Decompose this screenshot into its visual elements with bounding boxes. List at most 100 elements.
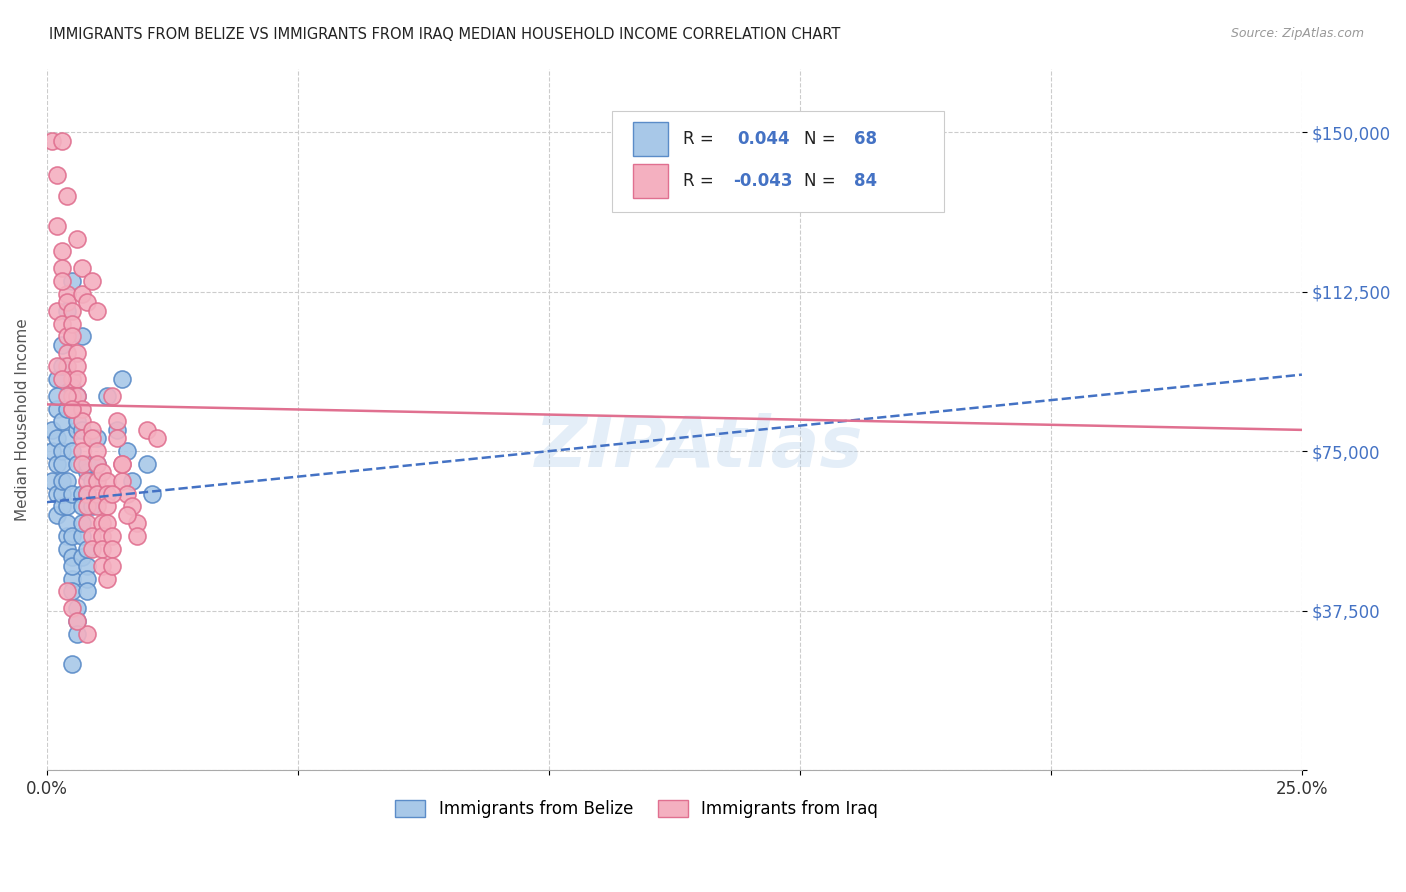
Point [146, 431, 169, 445]
Point [60, 401, 83, 416]
Point [90, 466, 112, 480]
Point [51, 338, 73, 352]
Point [55, 189, 77, 203]
Point [55, 303, 77, 318]
Point [55, 389, 77, 403]
Point [90, 516, 112, 531]
Point [66, 372, 89, 386]
Point [96, 572, 118, 586]
Point [60, 389, 83, 403]
Point [66, 601, 89, 615]
Point [76, 295, 98, 310]
Point [76, 558, 98, 573]
Point [70, 329, 93, 343]
Point [76, 500, 98, 514]
Point [111, 372, 134, 386]
Point [70, 423, 93, 437]
Point [96, 500, 118, 514]
Point [51, 372, 73, 386]
Point [66, 231, 89, 245]
Point [51, 261, 73, 276]
Text: R =: R = [683, 129, 718, 148]
Point [101, 529, 124, 543]
Legend: Immigrants from Belize, Immigrants from Iraq: Immigrants from Belize, Immigrants from … [388, 793, 884, 825]
Point [76, 516, 98, 531]
Point [90, 558, 112, 573]
Point [51, 317, 73, 331]
Point [76, 541, 98, 556]
Point [55, 474, 77, 488]
Point [51, 474, 73, 488]
Point [55, 401, 77, 416]
Point [51, 274, 73, 288]
Point [51, 359, 73, 373]
Point [70, 457, 93, 471]
Point [66, 614, 89, 628]
Point [66, 389, 89, 403]
Point [51, 444, 73, 458]
Point [96, 486, 118, 500]
Point [55, 584, 77, 599]
Point [60, 558, 83, 573]
Text: N =: N = [804, 172, 841, 190]
Point [60, 329, 83, 343]
Point [90, 529, 112, 543]
Point [105, 414, 128, 428]
Point [51, 457, 73, 471]
Point [45, 401, 67, 416]
Point [111, 457, 134, 471]
Point [136, 423, 159, 437]
Point [55, 359, 77, 373]
Point [101, 541, 124, 556]
Point [41, 444, 63, 458]
Point [70, 550, 93, 565]
Point [51, 134, 73, 148]
Point [55, 541, 77, 556]
Point [51, 414, 73, 428]
Point [90, 541, 112, 556]
Point [105, 431, 128, 445]
Point [66, 614, 89, 628]
Point [70, 414, 93, 428]
Point [60, 274, 83, 288]
Point [60, 401, 83, 416]
Point [80, 500, 103, 514]
Point [125, 529, 148, 543]
Point [66, 457, 89, 471]
Point [70, 286, 93, 301]
Point [41, 474, 63, 488]
Point [121, 474, 143, 488]
Point [41, 423, 63, 437]
Text: R =: R = [683, 172, 718, 190]
Text: -0.043: -0.043 [734, 172, 793, 190]
Point [101, 558, 124, 573]
Point [111, 457, 134, 471]
Point [115, 444, 138, 458]
Point [80, 274, 103, 288]
FancyBboxPatch shape [612, 111, 945, 212]
Point [45, 389, 67, 403]
Point [96, 389, 118, 403]
Point [70, 261, 93, 276]
Point [41, 134, 63, 148]
Point [86, 431, 108, 445]
Point [55, 346, 77, 360]
Point [76, 486, 98, 500]
FancyBboxPatch shape [633, 164, 668, 198]
Point [60, 550, 83, 565]
Point [76, 572, 98, 586]
Point [80, 474, 103, 488]
Point [96, 516, 118, 531]
Text: IMMIGRANTS FROM BELIZE VS IMMIGRANTS FROM IRAQ MEDIAN HOUSEHOLD INCOME CORRELATI: IMMIGRANTS FROM BELIZE VS IMMIGRANTS FRO… [49, 27, 841, 42]
Point [60, 317, 83, 331]
Point [60, 444, 83, 458]
Point [141, 486, 163, 500]
Point [66, 627, 89, 641]
Point [60, 529, 83, 543]
Point [45, 486, 67, 500]
Point [115, 508, 138, 522]
Point [76, 457, 98, 471]
Point [45, 431, 67, 445]
Point [55, 329, 77, 343]
Point [66, 389, 89, 403]
